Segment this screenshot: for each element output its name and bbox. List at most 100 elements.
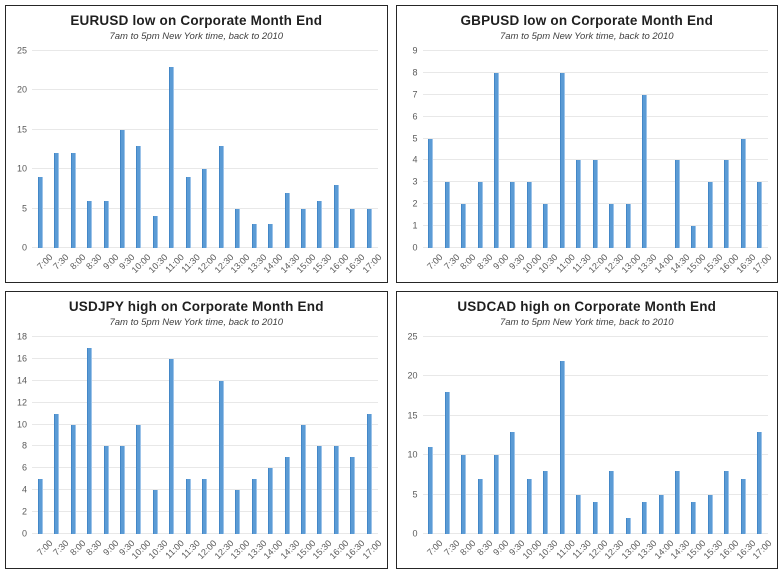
x-slot: 13:00 — [229, 534, 252, 566]
x-slot: 14:30 — [278, 534, 301, 566]
bar-slot — [653, 337, 669, 534]
x-slot: 13:30 — [636, 248, 659, 280]
bar-slot — [521, 337, 537, 534]
x-slot: 10:30 — [537, 534, 560, 566]
x-slot: 10:00 — [130, 534, 153, 566]
chart-panel-gbpusd: GBPUSD low on Corporate Month End 7am to… — [395, 5, 778, 283]
bar-slot — [48, 337, 64, 534]
x-slot: 15:30 — [311, 534, 334, 566]
y-tick-label: 25 — [407, 331, 418, 342]
bar-slot — [262, 51, 278, 248]
bars — [32, 51, 378, 248]
bar-slot — [488, 337, 504, 534]
bar-slot — [752, 51, 768, 248]
plot-row: 0 2 4 6 8 10 12 14 16 18 7:00 7:30 8:00 8:30 9:00 9:30… — [6, 328, 387, 568]
y-tick-label: 0 — [21, 528, 27, 539]
bar-slot — [279, 51, 295, 248]
plot-area — [32, 336, 378, 534]
x-slot: 11:30 — [180, 534, 203, 566]
bar-slot — [603, 337, 619, 534]
bar-slot — [571, 337, 587, 534]
y-tick-label: 0 — [21, 242, 27, 253]
x-slot: 11:30 — [180, 248, 203, 280]
x-slot: 11:30 — [570, 248, 593, 280]
bar-slot — [554, 337, 570, 534]
bar-usdcad-9:30 — [510, 431, 516, 534]
bar-usdjpy-13:30 — [251, 479, 257, 534]
x-slot: 14:30 — [278, 248, 301, 280]
x-slot: 12:30 — [603, 248, 626, 280]
x-slot: 8:30 — [472, 534, 494, 566]
y-tick-label: 10 — [407, 449, 418, 460]
bar-slot — [114, 51, 130, 248]
y-tick-label: 10 — [16, 163, 27, 174]
bar-slot — [423, 51, 439, 248]
bar-usdjpy-12:00 — [202, 479, 208, 534]
bar-slot — [147, 337, 163, 534]
bar-slot — [554, 51, 570, 248]
bar-gbpusd-11:30 — [576, 160, 582, 248]
y-tick-label: 6 — [412, 111, 418, 122]
bar-slot — [538, 51, 554, 248]
bar-slot — [735, 51, 751, 248]
bar-slot — [131, 337, 147, 534]
y-tick-label: 8 — [21, 440, 27, 451]
chart-title: USDCAD high on Corporate Month End — [457, 299, 717, 314]
gridline — [422, 93, 768, 95]
x-slot: 16:30 — [734, 534, 757, 566]
bar-slot — [587, 337, 603, 534]
bar-slot — [702, 337, 718, 534]
y-tick-label: 7 — [412, 89, 418, 100]
bar-slot — [571, 51, 587, 248]
plot-row: 0 1 2 3 4 5 6 7 8 9 7:00 7:30 8:00 8:30 9:00 9:30 10:00… — [397, 42, 778, 282]
bar-slot — [229, 51, 245, 248]
bar-slot — [620, 51, 636, 248]
bar-slot — [488, 51, 504, 248]
x-slot: 8:00 — [65, 248, 87, 280]
y-tick-label: 15 — [16, 124, 27, 135]
bar-usdjpy-10:00 — [136, 424, 142, 534]
plot-area — [422, 336, 769, 534]
x-slot: 8:00 — [65, 534, 87, 566]
bar-usdcad-11:30 — [576, 494, 582, 534]
bar-slot — [538, 337, 554, 534]
bar-slot — [587, 51, 603, 248]
gridline — [422, 159, 768, 161]
x-slot: 17:00 — [360, 248, 383, 280]
bar-slot — [521, 51, 537, 248]
x-slot: 12:00 — [196, 248, 219, 280]
bar-eurusd-12:30 — [218, 145, 224, 248]
y-tick-label: 10 — [16, 419, 27, 430]
x-slot: 12:00 — [196, 534, 219, 566]
x-slot: 14:30 — [669, 248, 692, 280]
y-tick-label: 6 — [21, 462, 27, 473]
y-tick-label: 0 — [412, 528, 418, 539]
x-slot: 17:00 — [751, 534, 774, 566]
bar-usdcad-16:30 — [740, 478, 746, 534]
x-slot: 12:30 — [212, 248, 235, 280]
bar-usdcad-9:00 — [494, 455, 500, 534]
bar-usdcad-8:30 — [477, 478, 483, 534]
bar-slot — [636, 51, 652, 248]
y-tick-label: 5 — [21, 203, 27, 214]
bar-eurusd-7:00 — [37, 177, 43, 248]
bar-slot — [312, 337, 328, 534]
bars — [423, 337, 769, 534]
x-slot: 9:00 — [488, 248, 510, 280]
x-slot: 8:30 — [81, 534, 103, 566]
x-slot: 14:00 — [652, 248, 675, 280]
chart-header: USDJPY high on Corporate Month End 7am t… — [6, 292, 387, 328]
bar-usdjpy-11:30 — [185, 479, 191, 534]
x-slot: 15:00 — [295, 534, 318, 566]
bar-usdjpy-14:00 — [268, 468, 274, 534]
x-slot: 9:00 — [488, 534, 510, 566]
x-slot: 12:30 — [603, 534, 626, 566]
chart-panel-usdcad: USDCAD high on Corporate Month End 7am t… — [395, 291, 778, 569]
y-tick-label: 25 — [16, 45, 27, 56]
x-slot: 10:30 — [537, 248, 560, 280]
x-slot: 9:30 — [505, 534, 527, 566]
y-tick-label: 4 — [21, 484, 27, 495]
bar-slot — [686, 51, 702, 248]
x-slot: 15:30 — [311, 248, 334, 280]
